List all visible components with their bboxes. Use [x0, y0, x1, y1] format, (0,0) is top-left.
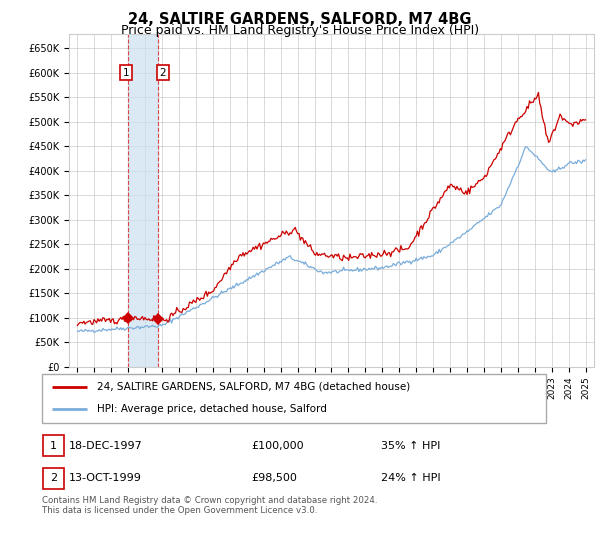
Bar — [128, 34, 158, 367]
Text: Price paid vs. HM Land Registry's House Price Index (HPI): Price paid vs. HM Land Registry's House … — [121, 24, 479, 37]
FancyBboxPatch shape — [42, 374, 546, 423]
Text: 2: 2 — [160, 68, 166, 78]
Text: 2: 2 — [50, 473, 57, 483]
Text: Contains HM Land Registry data © Crown copyright and database right 2024.
This d: Contains HM Land Registry data © Crown c… — [42, 496, 377, 515]
Text: 18-DEC-1997: 18-DEC-1997 — [69, 441, 143, 451]
FancyBboxPatch shape — [43, 435, 64, 456]
Text: £98,500: £98,500 — [251, 473, 297, 483]
Text: 24% ↑ HPI: 24% ↑ HPI — [381, 473, 440, 483]
Text: 13-OCT-1999: 13-OCT-1999 — [69, 473, 142, 483]
FancyBboxPatch shape — [43, 468, 64, 489]
Text: 35% ↑ HPI: 35% ↑ HPI — [381, 441, 440, 451]
Text: £100,000: £100,000 — [251, 441, 304, 451]
Text: HPI: Average price, detached house, Salford: HPI: Average price, detached house, Salf… — [97, 404, 328, 414]
Text: 24, SALTIRE GARDENS, SALFORD, M7 4BG (detached house): 24, SALTIRE GARDENS, SALFORD, M7 4BG (de… — [97, 382, 410, 392]
Text: 1: 1 — [123, 68, 130, 78]
Text: 24, SALTIRE GARDENS, SALFORD, M7 4BG: 24, SALTIRE GARDENS, SALFORD, M7 4BG — [128, 12, 472, 27]
Text: 1: 1 — [50, 441, 57, 451]
